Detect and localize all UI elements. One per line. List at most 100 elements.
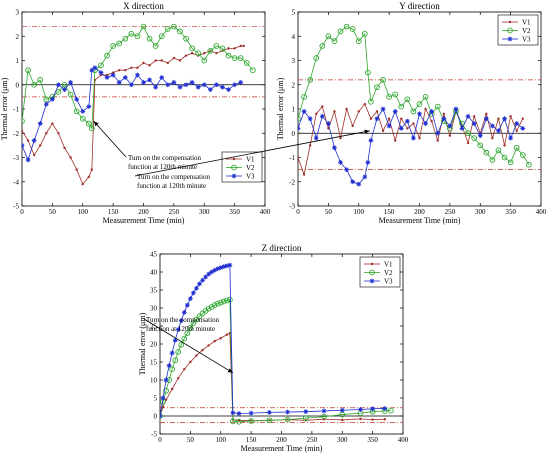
- legend-marker: [231, 164, 237, 171]
- data-point: [189, 360, 192, 364]
- data-point: [74, 96, 80, 102]
- data-point: [321, 413, 327, 420]
- data-point: [424, 107, 427, 111]
- series-v3: [22, 65, 244, 163]
- legend-marker: [369, 269, 375, 276]
- data-point: [221, 264, 227, 269]
- data-point: [136, 66, 139, 69]
- data-point: [356, 181, 362, 187]
- data-point: [146, 35, 153, 42]
- data-point: [382, 406, 388, 411]
- x-tick-label: 250: [445, 208, 456, 216]
- data-point: [230, 410, 236, 416]
- data-point: [201, 57, 208, 64]
- x-tick-label: 200: [414, 208, 425, 216]
- data-point: [236, 418, 242, 425]
- data-point: [237, 55, 244, 61]
- data-point: [122, 35, 129, 42]
- data-point: [122, 75, 128, 80]
- data-point: [207, 87, 213, 92]
- data-point: [178, 341, 185, 348]
- data-point: [37, 121, 43, 126]
- data-point: [61, 81, 68, 88]
- data-point: [37, 77, 44, 83]
- data-point: [154, 59, 157, 62]
- data-point: [166, 61, 169, 65]
- data-point: [313, 135, 319, 141]
- data-point: [205, 305, 212, 312]
- data-point: [147, 77, 152, 83]
- data-point: [140, 23, 147, 30]
- data-point: [236, 411, 242, 416]
- x-tick-label: 200: [276, 436, 287, 444]
- data-point: [491, 136, 494, 140]
- annotation-text: Turn on the compensation: [128, 154, 202, 162]
- data-point: [380, 106, 386, 112]
- data-point: [471, 135, 478, 141]
- data-point: [51, 122, 54, 125]
- data-point: [453, 106, 459, 112]
- data-point: [519, 152, 526, 158]
- data-point: [89, 67, 95, 73]
- data-point: [301, 109, 307, 114]
- data-point: [158, 33, 165, 40]
- x-tick-label: 200: [138, 208, 149, 216]
- data-point: [159, 75, 165, 80]
- data-point: [394, 139, 397, 142]
- data-point: [201, 82, 207, 88]
- series-v3: [298, 106, 526, 187]
- data-point: [55, 89, 62, 95]
- data-point: [471, 121, 477, 126]
- data-point: [380, 77, 386, 83]
- x-tick-label: 350: [505, 208, 516, 216]
- y-tick-label: -2: [13, 130, 19, 138]
- data-point: [370, 406, 376, 412]
- x-axis-label: Measurement Time (min): [103, 216, 185, 225]
- data-point: [177, 28, 183, 35]
- x-tick-label: 400: [536, 208, 547, 216]
- data-point: [213, 339, 216, 343]
- y-tick-label: 45: [150, 251, 158, 259]
- y-tick-label: 0: [154, 413, 158, 421]
- data-point: [49, 96, 55, 102]
- data-point: [98, 62, 104, 69]
- x-tick-label: 150: [108, 208, 119, 216]
- legend-label: V2: [384, 269, 393, 277]
- legend-label: V2: [522, 27, 531, 35]
- data-point: [68, 79, 73, 85]
- data-point: [223, 297, 230, 304]
- data-point: [298, 126, 301, 131]
- data-point: [337, 28, 344, 35]
- data-point: [80, 109, 86, 114]
- annotation-text: function at 120th minute: [128, 163, 197, 171]
- x-tick-label: 150: [384, 208, 395, 216]
- data-point: [75, 168, 78, 171]
- x-tick-label: 400: [398, 436, 409, 444]
- data-point: [410, 108, 417, 115]
- legend-label: V1: [246, 156, 255, 164]
- data-point: [152, 43, 159, 49]
- data-point: [361, 30, 368, 37]
- data-point: [233, 47, 236, 50]
- data-point: [242, 44, 245, 48]
- data-point: [521, 117, 524, 120]
- data-point: [238, 79, 244, 85]
- data-point: [404, 118, 410, 124]
- data-point: [57, 132, 60, 135]
- data-point: [225, 333, 229, 336]
- data-point: [190, 320, 197, 326]
- data-point: [22, 142, 25, 148]
- data-point: [447, 123, 453, 129]
- y-tick-label: -5: [13, 203, 19, 211]
- data-point: [141, 79, 146, 85]
- data-point: [134, 33, 141, 40]
- data-point: [387, 117, 391, 120]
- data-point: [371, 418, 374, 421]
- data-point: [31, 138, 37, 143]
- y-tick-label: -3: [289, 203, 295, 211]
- data-point: [485, 112, 488, 116]
- data-point: [169, 350, 175, 356]
- legend-marker: [369, 278, 375, 284]
